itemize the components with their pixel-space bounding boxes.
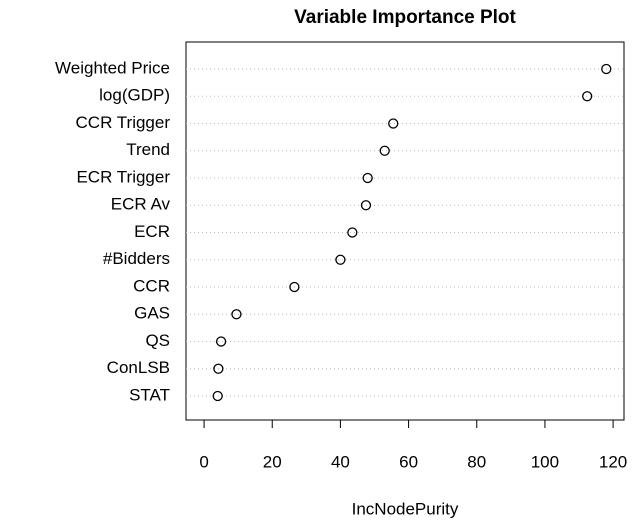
dot [379,145,390,156]
chart-title: Variable Importance Plot [294,7,516,28]
dot [582,91,593,102]
plot-frame [185,41,625,421]
x-tick-label: 80 [467,452,486,471]
x-tick-label: 100 [531,452,559,471]
y-tick-label: ConLSB [107,358,170,377]
dot [231,309,242,320]
y-tick-label: Weighted Price [55,58,170,77]
x-tick-label: 60 [399,452,418,471]
x-tick-label: 120 [599,452,627,471]
y-tick-label: GAS [134,304,170,323]
dot [212,390,223,402]
dot [215,336,227,347]
x-tick-label: 0 [199,452,208,471]
y-tick-label: ECR Trigger [76,167,170,186]
x-tick-label: 40 [331,452,350,471]
dot [362,172,373,184]
y-tick-label: CCR [133,276,170,295]
y-tick-label: CCR Trigger [76,113,171,132]
dot [388,118,399,129]
y-tick-label: Trend [126,140,170,159]
dot [347,227,358,238]
y-tick-label: ECR [134,222,170,241]
dot [360,200,372,211]
y-tick-label: #Bidders [103,249,170,268]
y-tick-label: log(GDP) [99,86,170,105]
dot [601,63,612,75]
y-tick-label: STAT [129,385,170,404]
dot [335,254,346,265]
dot [213,363,224,374]
y-tick-label: ECR Av [111,195,171,214]
y-tick-label: QS [145,331,170,350]
dot [289,281,300,293]
x-tick-label: 20 [263,452,282,471]
x-axis-label: IncNodePurity [352,499,459,518]
